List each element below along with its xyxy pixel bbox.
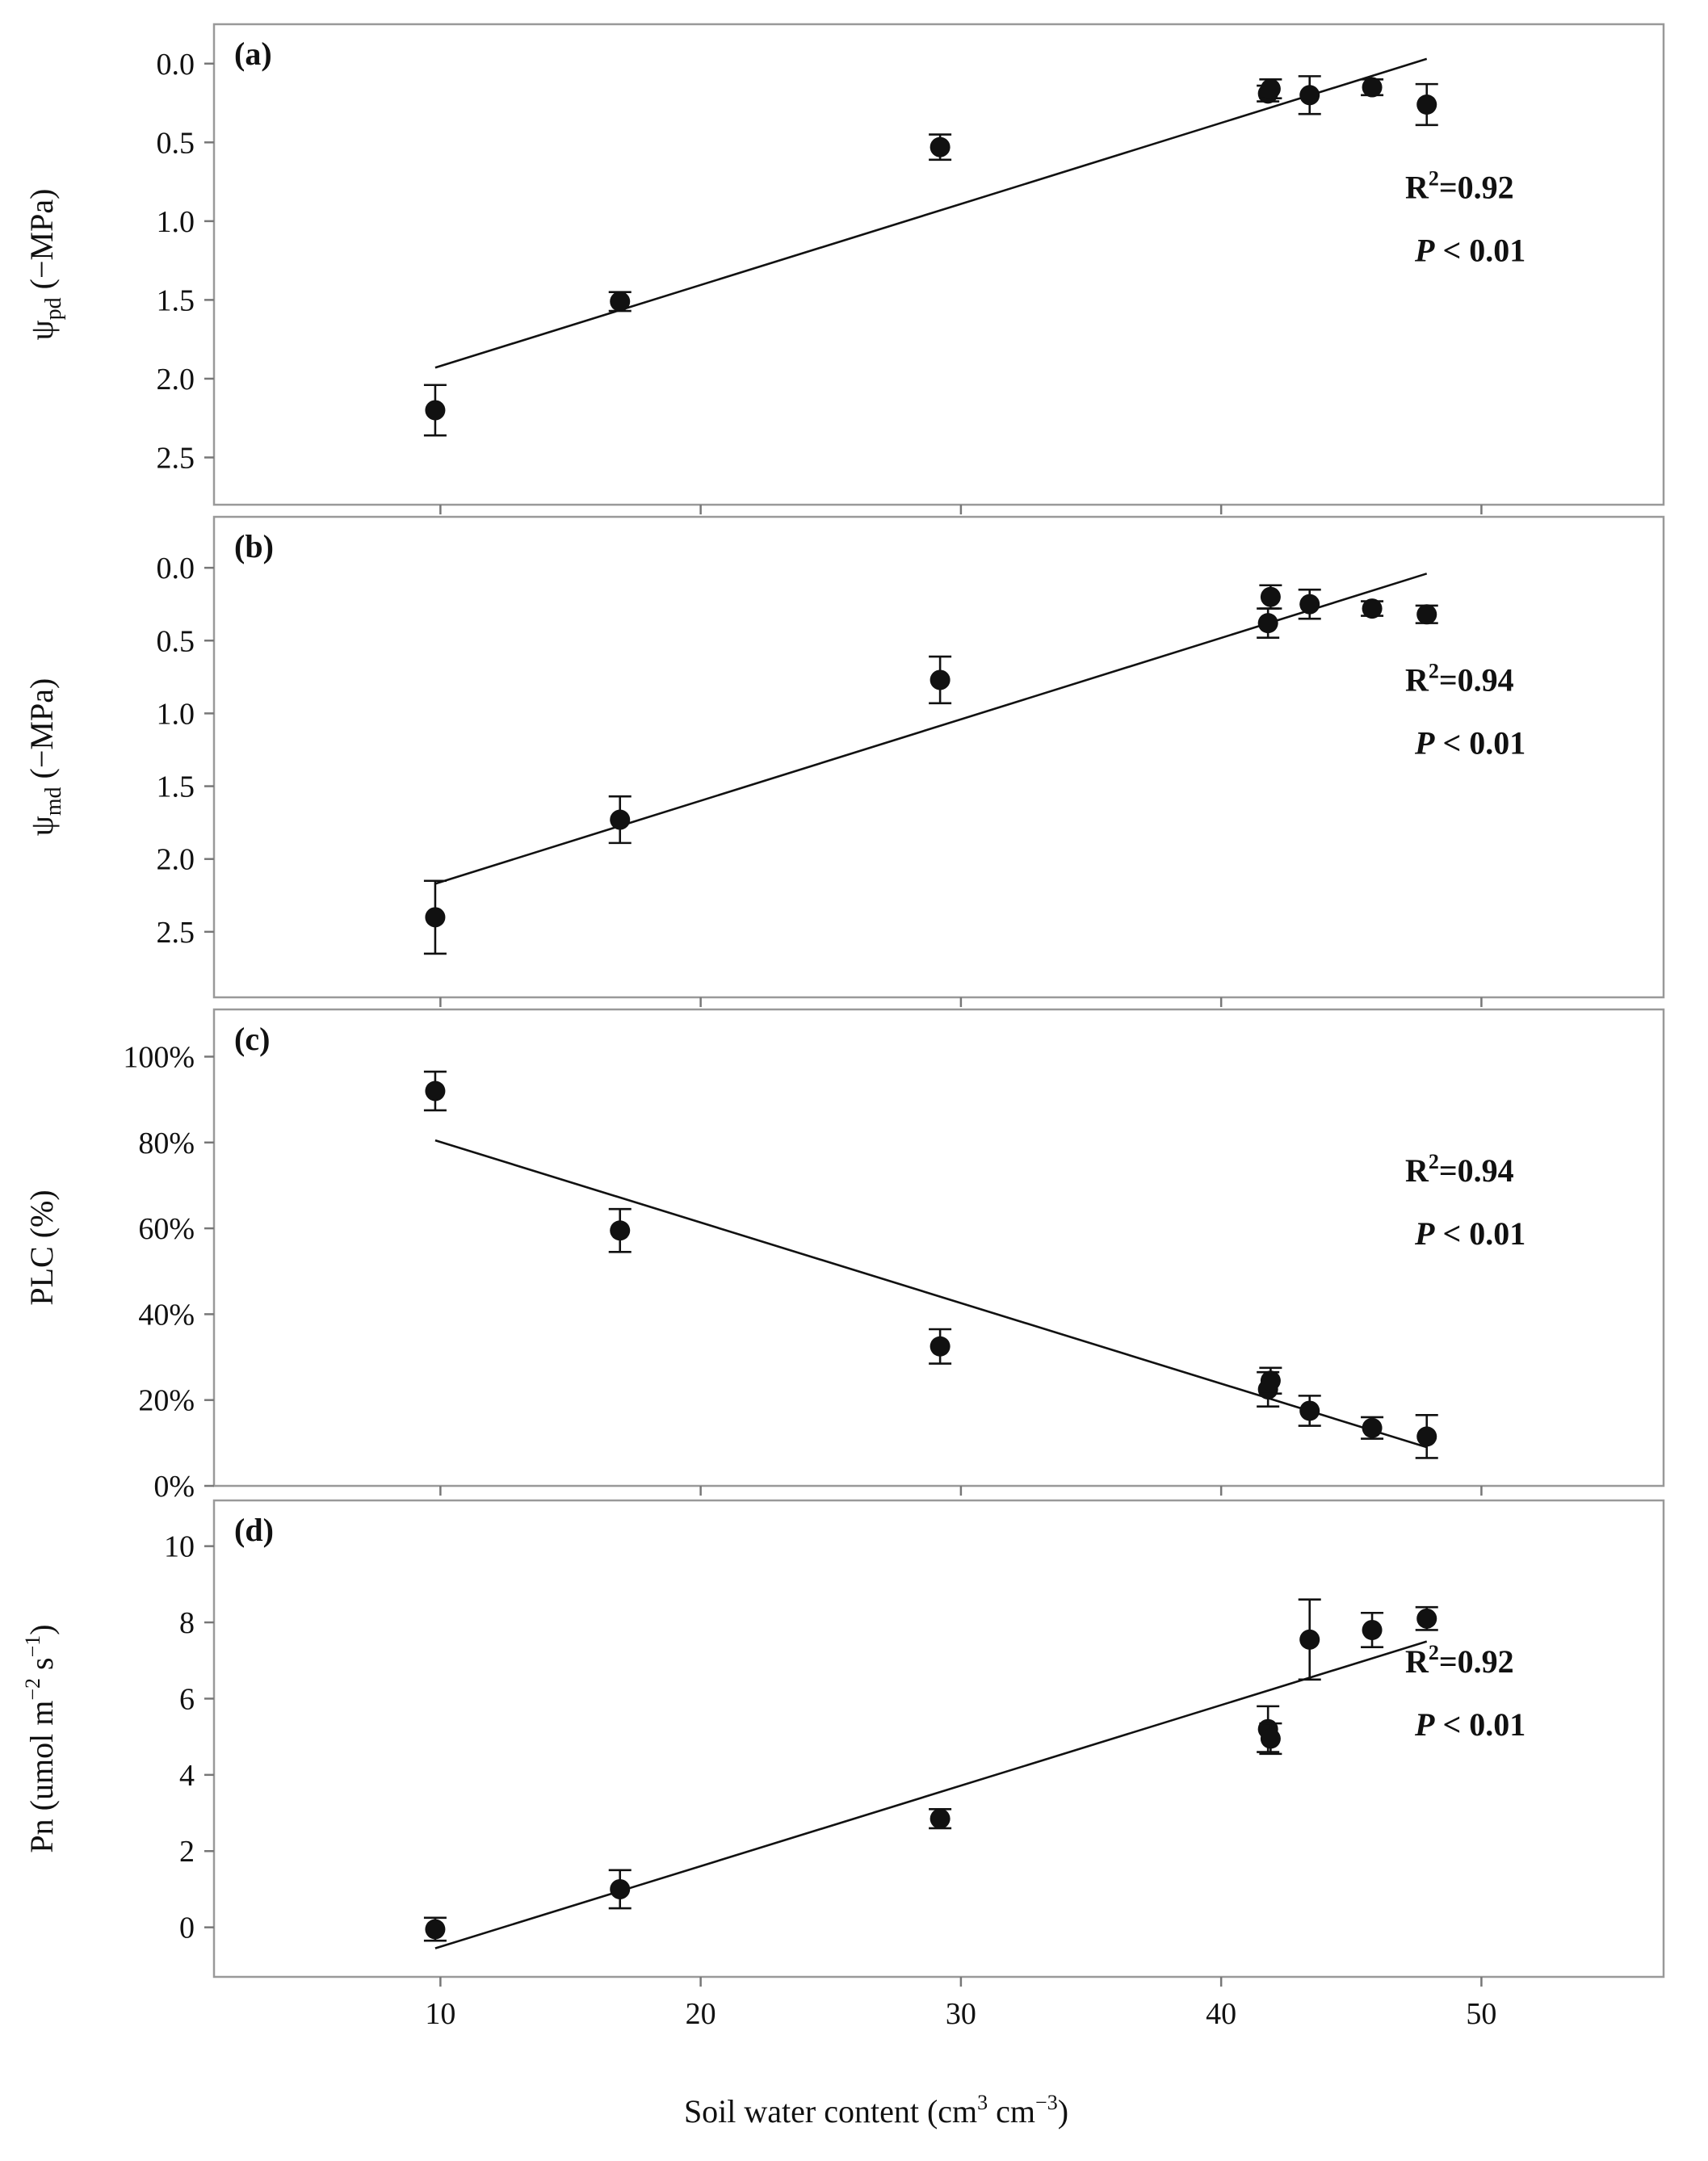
panel-label: (a) bbox=[234, 36, 272, 72]
y-tick-label: 0 bbox=[179, 1911, 195, 1945]
plot-frame bbox=[212, 23, 1665, 506]
x-tick-label: 30 bbox=[946, 1997, 976, 2031]
y-tick-label: 2.0 bbox=[157, 843, 195, 877]
y-tick-label: 0.5 bbox=[157, 126, 195, 160]
data-point bbox=[1260, 586, 1281, 607]
plot-frame bbox=[212, 515, 1665, 999]
x-tick-label: 40 bbox=[1206, 1997, 1236, 2031]
data-point bbox=[1299, 85, 1320, 106]
y-tick-label: 40% bbox=[138, 1298, 195, 1332]
data-point bbox=[1416, 1426, 1437, 1447]
y-tick-label: 20% bbox=[138, 1384, 195, 1418]
regression-line bbox=[434, 57, 1428, 369]
y-tick-label: 0.0 bbox=[157, 48, 195, 82]
x-tick-label: 10 bbox=[425, 1997, 455, 2031]
data-point bbox=[1260, 78, 1281, 99]
y-tick-label: 2.0 bbox=[157, 363, 195, 397]
data-point bbox=[610, 1878, 631, 1899]
r-squared-annotation: R2=0.94 bbox=[1405, 660, 1514, 699]
data-point bbox=[930, 1808, 951, 1829]
y-tick-label: 2.5 bbox=[157, 441, 195, 475]
data-point bbox=[610, 809, 631, 830]
y-tick-label: 1.0 bbox=[157, 205, 195, 239]
y-axis-label: ψpd (−MPa) bbox=[23, 189, 66, 341]
data-point bbox=[1362, 77, 1383, 98]
panel-a: 0.0 0.5 1.0 1.5 2.0 2.5 (a) ψpd (−MPa) R2=0.92 P … bbox=[23, 23, 1665, 514]
data-point bbox=[610, 291, 631, 312]
r-squared-annotation: R2=0.94 bbox=[1405, 1150, 1514, 1189]
y-tick-label: 60% bbox=[138, 1212, 195, 1246]
y-tick-label: 2 bbox=[179, 1835, 195, 1869]
data-point bbox=[1260, 1370, 1281, 1391]
p-value-annotation: P < 0.01 bbox=[1414, 1215, 1525, 1252]
data-point bbox=[1299, 1629, 1320, 1650]
p-value-annotation: P < 0.01 bbox=[1414, 1706, 1525, 1743]
y-tick-label: 0.5 bbox=[157, 624, 195, 658]
data-point bbox=[1362, 1619, 1383, 1640]
r-squared-annotation: R2=0.92 bbox=[1405, 167, 1514, 206]
y-tick-label: 0% bbox=[153, 1470, 195, 1504]
data-point bbox=[930, 669, 951, 690]
data-point bbox=[425, 400, 446, 421]
x-axis-label: Soil water content (cm3 cm−3) bbox=[684, 2091, 1068, 2130]
data-point bbox=[1416, 604, 1437, 625]
y-tick-label: 2.5 bbox=[157, 916, 195, 950]
y-tick-label: 80% bbox=[138, 1127, 195, 1160]
data-point bbox=[1362, 1417, 1383, 1438]
y-axis-label: PLC (%) bbox=[23, 1190, 60, 1305]
x-tick-label: 20 bbox=[686, 1997, 716, 2031]
data-point bbox=[610, 1220, 631, 1241]
data-point bbox=[1299, 1400, 1320, 1421]
y-tick-label: 100% bbox=[123, 1040, 195, 1074]
y-tick-label: 8 bbox=[179, 1606, 195, 1640]
data-point bbox=[425, 1080, 446, 1101]
plot-frame bbox=[212, 1499, 1665, 1978]
y-tick-label: 6 bbox=[179, 1682, 195, 1716]
data-point bbox=[930, 136, 951, 157]
data-point bbox=[1416, 94, 1437, 115]
panel-b: 0.0 0.5 1.0 1.5 2.0 2.5 (b) ψmd (−MPa) R2=0.94 P … bbox=[23, 515, 1665, 1007]
y-axis-label: ψmd (−MPa) bbox=[23, 678, 66, 837]
panel-label: (b) bbox=[234, 528, 274, 564]
y-tick-label: 10 bbox=[164, 1530, 195, 1564]
y-tick-label: 1.5 bbox=[157, 283, 195, 317]
p-value-annotation: P < 0.01 bbox=[1414, 233, 1525, 269]
panel-label: (d) bbox=[234, 1512, 274, 1548]
x-tick-label: 50 bbox=[1466, 1997, 1496, 2031]
r-squared-annotation: R2=0.92 bbox=[1405, 1641, 1514, 1680]
regression-line bbox=[434, 573, 1428, 885]
panels-group: 0.0 0.5 1.0 1.5 2.0 2.5 (a) ψpd (−MPa) R2=0.92 P … bbox=[21, 23, 1665, 2031]
data-point bbox=[1362, 598, 1383, 619]
data-point bbox=[1416, 1608, 1437, 1629]
data-point bbox=[425, 1919, 446, 1940]
panel-c: 0% 20% 40% 60% 80% 100% (c) PLC (%) R2=0.94 P < 0… bbox=[23, 1008, 1665, 1504]
p-value-annotation: P < 0.01 bbox=[1414, 725, 1525, 762]
y-tick-label: 4 bbox=[179, 1759, 195, 1793]
data-point bbox=[425, 907, 446, 928]
data-point bbox=[1260, 1728, 1281, 1749]
panel-label: (c) bbox=[234, 1021, 270, 1057]
regression-line bbox=[434, 1139, 1428, 1449]
regression-line bbox=[434, 1640, 1428, 1949]
y-tick-label: 1.5 bbox=[157, 770, 195, 804]
y-tick-label: 0.0 bbox=[157, 552, 195, 585]
plot-frame bbox=[212, 1008, 1665, 1488]
data-point bbox=[1299, 594, 1320, 615]
data-point bbox=[1257, 613, 1278, 634]
y-tick-label: 1.0 bbox=[157, 697, 195, 731]
data-point bbox=[930, 1336, 951, 1357]
panel-d: 0 2 4 6 8 10 10 20 30 40 50 (d) Pn (umol m−2 s−1) R2=… bbox=[21, 1499, 1665, 2031]
y-axis-label: Pn (umol m−2 s−1) bbox=[21, 1624, 60, 1853]
